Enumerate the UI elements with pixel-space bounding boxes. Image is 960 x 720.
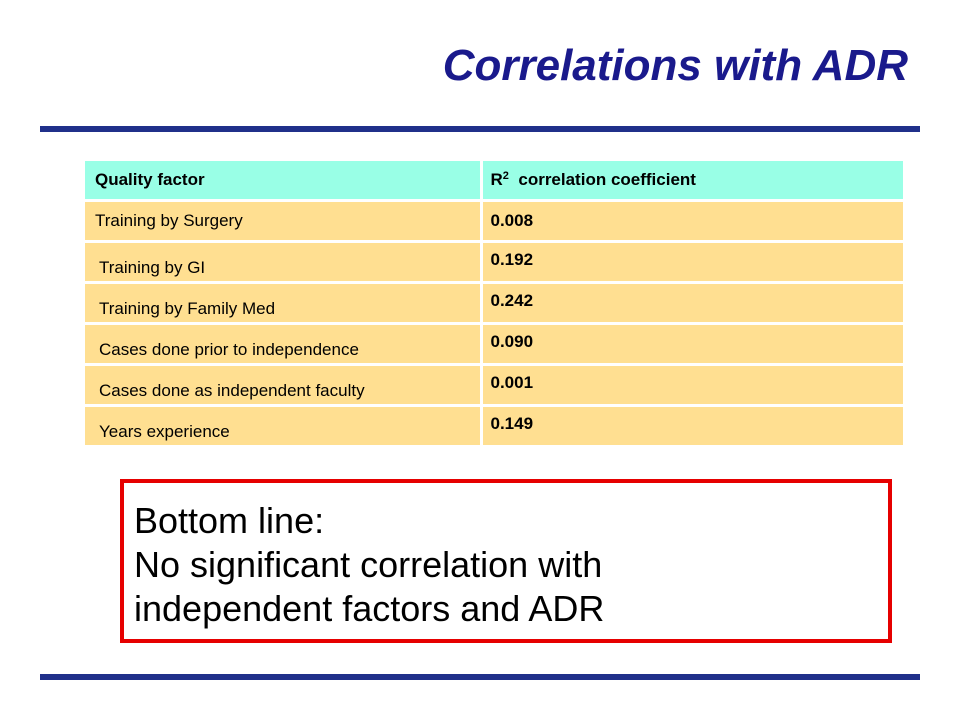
table-row: Training by Surgery 0.008 (85, 200, 903, 243)
correlation-table: Quality factor R2 correlation coefficien… (85, 161, 903, 448)
header-coefficient-suffix: correlation coefficient (518, 170, 696, 189)
row-value: 0.001 (479, 364, 903, 407)
slide-title: Correlations with ADR (442, 41, 908, 90)
row-value: 0.192 (479, 241, 903, 284)
row-factor: Training by Surgery (85, 200, 481, 243)
header-quality-factor: Quality factor (85, 161, 481, 202)
value-label: 0.001 (490, 373, 534, 392)
table-row: Years experience 0.149 (85, 405, 903, 448)
bottom-divider (40, 674, 920, 680)
bottom-line-callout: Bottom line: No significant correlation … (120, 479, 892, 643)
row-factor: Cases done as independent faculty (85, 364, 481, 407)
factor-label: Training by Surgery (95, 211, 243, 230)
table-row: Training by GI 0.192 (85, 241, 903, 284)
factor-label: Training by GI (99, 258, 206, 277)
row-factor: Cases done prior to independence (85, 323, 481, 366)
value-label: 0.192 (490, 250, 534, 269)
row-factor: Training by Family Med (85, 282, 481, 325)
callout-text-line: No significant correlation with (134, 544, 603, 585)
row-value: 0.149 (479, 405, 903, 448)
table-row: Training by Family Med 0.242 (85, 282, 903, 325)
table-row: Cases done prior to independence 0.090 (85, 323, 903, 366)
callout-text-line: independent factors and ADR (134, 588, 605, 629)
callout-heading: Bottom line: (134, 500, 325, 541)
top-divider (40, 126, 920, 132)
row-factor: Training by GI (85, 241, 481, 284)
value-label: 0.008 (490, 211, 534, 230)
table-header-row: Quality factor R2 correlation coefficien… (85, 161, 903, 202)
header-coefficient-prefix: R (490, 170, 503, 189)
value-label: 0.242 (490, 291, 534, 310)
factor-label: Cases done prior to independence (99, 340, 359, 359)
row-value: 0.242 (479, 282, 903, 325)
row-factor: Years experience (85, 405, 481, 448)
header-coefficient-superscript: 2 (502, 170, 509, 182)
factor-label: Training by Family Med (99, 299, 276, 318)
factor-label: Years experience (99, 422, 230, 441)
table-row: Cases done as independent faculty 0.001 (85, 364, 903, 407)
header-r2-coefficient: R2 correlation coefficient (479, 161, 903, 202)
value-label: 0.149 (490, 414, 534, 433)
factor-label: Cases done as independent faculty (99, 381, 365, 400)
row-value: 0.008 (479, 200, 903, 243)
row-value: 0.090 (479, 323, 903, 366)
value-label: 0.090 (490, 332, 534, 351)
